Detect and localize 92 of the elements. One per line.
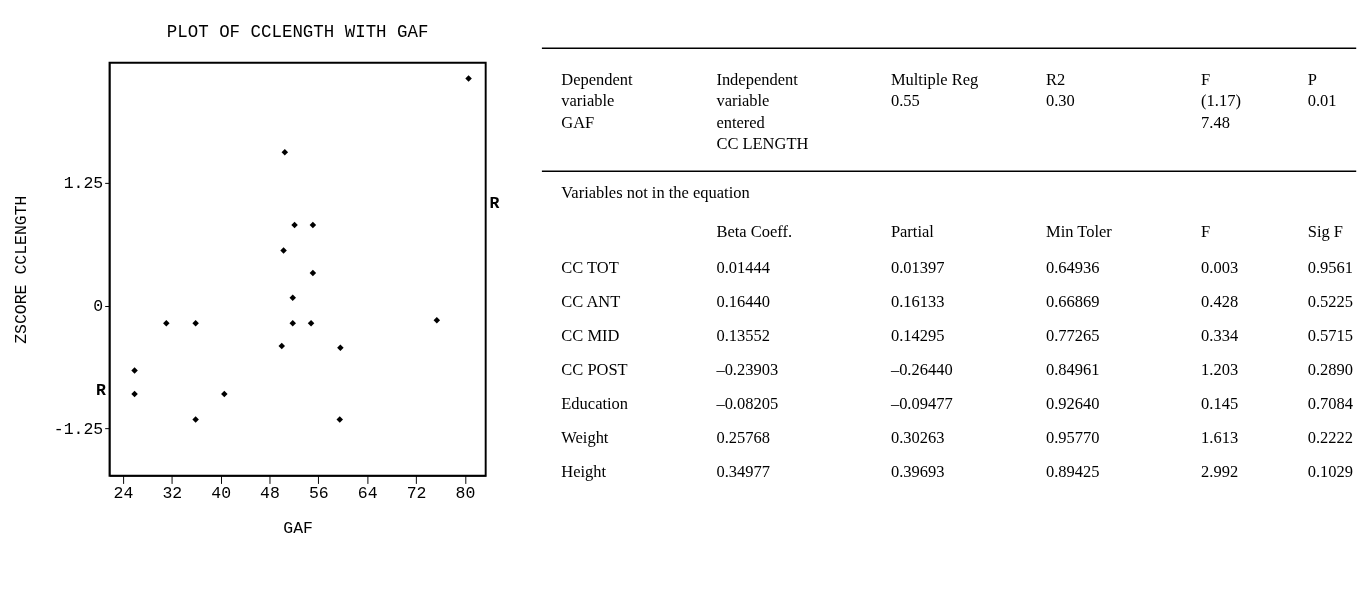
text: F [1201,69,1211,89]
data-label: 0.64936 [1046,258,1100,278]
legend-label: Min Toler [1046,222,1113,242]
text: GAF [561,112,595,132]
data-label: 0.01444 [716,258,770,278]
data-label: 0.428 [1201,291,1239,311]
point [192,416,199,423]
point [192,320,199,327]
x-tick-label: 64 [357,484,378,504]
data-label: 0.16440 [716,291,770,311]
y-tick-label: 0 [93,296,104,316]
data-label: –0.26440 [889,359,953,379]
point [465,75,472,82]
point [163,320,170,327]
data-label: 1.613 [1201,427,1239,447]
point [336,416,343,423]
point [281,148,289,156]
x-tick-label: 56 [308,484,329,504]
data-label: 0.89425 [1046,461,1100,481]
point [289,294,296,301]
data-label: 1.203 [1201,359,1239,379]
data-label: 0.145 [1201,393,1239,413]
data-label: 0.1029 [1307,461,1354,481]
data-label: 0.92640 [1046,393,1100,413]
data-label: 0.2890 [1307,359,1354,379]
point [307,320,315,327]
data-label: 0.77265 [1046,325,1100,345]
text: CC LENGTH [716,133,809,153]
legend-label: F [1201,222,1211,242]
point [280,247,287,254]
x-tick-label: 40 [211,484,232,504]
x-tick-label: 24 [113,484,134,504]
data-label: 0.16133 [890,291,945,311]
data-label: 0.30263 [890,427,945,447]
point [289,320,296,327]
text: Variables not in the equation [561,183,750,203]
category-label: CC MID [561,325,620,345]
data-label: 0.34977 [716,461,770,481]
x-tick-label: 72 [406,484,427,504]
data-label: –0.09477 [889,393,953,413]
data-label: 2.992 [1201,461,1239,481]
data-label: 0.9561 [1307,258,1354,278]
data-label: –0.08205 [715,393,779,413]
text: Independent variable entered [716,69,799,132]
x-tick-label: 48 [260,484,280,504]
point [131,367,138,374]
text: R [489,194,500,214]
data-label: 0.7084 [1307,393,1354,413]
data-label: 0.95770 [1046,427,1100,447]
x-tick-label: 32 [162,484,183,504]
point [309,269,317,277]
category-label: Height [561,461,607,481]
point [433,317,441,324]
category-label: Education [561,393,629,413]
data-label: 0.01397 [890,258,945,278]
data-label: 0.5715 [1307,325,1354,345]
legend-label: Beta Coeff. [716,222,793,242]
category-label: CC TOT [561,258,619,278]
data-label: 0.84961 [1046,359,1100,379]
chart-title: PLOT OF CCLENGTH WITH GAF [166,22,429,43]
category-label: CC ANT [561,291,621,311]
data-label: 0.5225 [1307,291,1354,311]
text: 0.55 [890,91,920,111]
y-tick-label: -1.25 [53,419,104,439]
data-label: 0.003 [1201,258,1239,278]
x-axis-title: GAF [283,519,313,539]
data-label: 0.39693 [890,461,945,481]
legend-label: Partial [890,222,935,242]
text: 0.30 [1046,91,1075,111]
y-axis-title: ZSCORE CCLENGTH [11,195,31,344]
legend-label: Sig F [1307,222,1343,242]
text: R [95,381,106,401]
point [309,221,317,229]
point [337,344,344,352]
data-label: 0.334 [1201,325,1239,345]
data-label: 0.2222 [1307,427,1354,447]
category-label: Weight [561,427,609,447]
data-label: –0.23903 [715,359,779,379]
text: 0.01 [1307,91,1337,111]
data-label: 0.14295 [890,325,945,345]
text: R2 [1046,69,1066,89]
data-label: 0.13552 [716,325,770,345]
data-label: 0.25768 [716,427,770,447]
x-tick-label: 80 [455,484,476,504]
text: Dependent variable [561,69,634,111]
point [278,342,285,350]
category-label: CC POST [561,359,628,379]
data-label: 0.66869 [1046,291,1100,311]
text: (1.17) 7.48 [1201,91,1241,132]
y-tick-label: 1.25 [63,173,104,193]
text: Multiple Reg [890,69,979,89]
text: P [1307,69,1317,89]
